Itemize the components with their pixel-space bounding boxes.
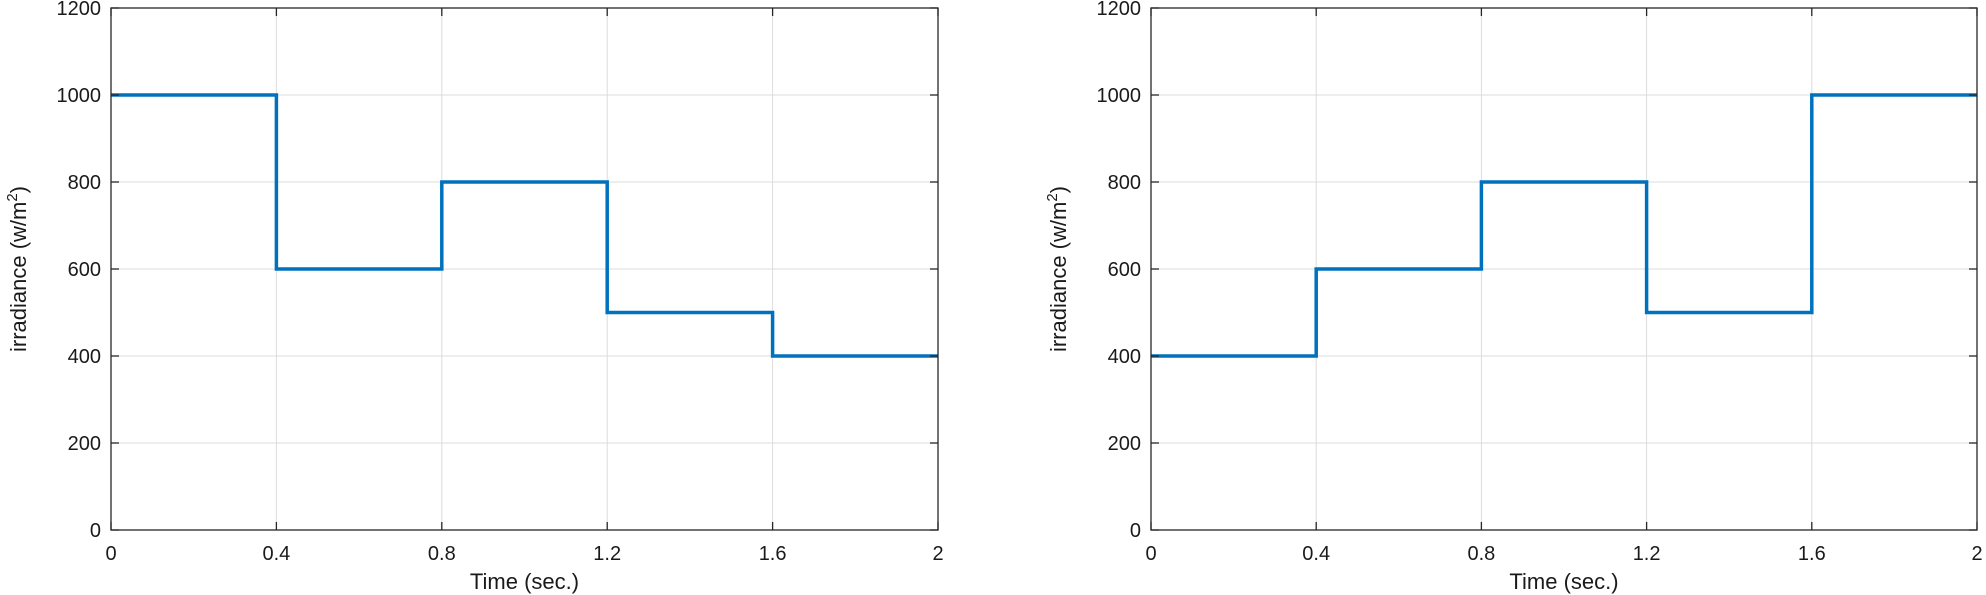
x-tick-label: 0.8 — [428, 543, 456, 565]
y-tick-label: 200 — [68, 433, 101, 455]
y-axis-label-superscript: 2 — [4, 193, 21, 201]
y-axis-label-close: ) — [6, 186, 31, 193]
y-tick-label: 800 — [68, 172, 101, 194]
y-tick-label: 1200 — [1097, 0, 1142, 20]
y-tick-label: 200 — [1108, 433, 1141, 455]
y-tick-label: 0 — [1130, 520, 1141, 542]
y-axis-label: irradiance (w/m2) — [4, 186, 31, 352]
x-tick-label: 1.6 — [759, 543, 787, 565]
x-axis-label: Time (sec.) — [470, 569, 579, 594]
y-tick-label: 400 — [68, 346, 101, 368]
y-tick-label: 1000 — [1097, 85, 1142, 107]
y-tick-label: 1200 — [57, 0, 102, 20]
chart-left: 0 0.4 0.8 1.2 1.6 2 0 200 400 600 800 1000 1200 Time … — [4, 0, 944, 594]
y-axis-label-text: irradiance (w/m — [6, 202, 31, 352]
x-tick-label: 0.4 — [1302, 543, 1330, 565]
irradiance-series-line — [1151, 93, 1977, 358]
y-tick-label: 800 — [1108, 172, 1141, 194]
irradiance-series-line — [111, 93, 938, 358]
x-tick-label: 0.4 — [262, 543, 290, 565]
x-tick-label: 2 — [1971, 543, 1982, 565]
y-axis-label-text: irradiance (w/m — [1046, 202, 1071, 352]
x-tick-label: 1.2 — [1633, 543, 1661, 565]
y-tick-label: 400 — [1108, 346, 1141, 368]
y-axis-label-close: ) — [1046, 186, 1071, 193]
x-tick-label: 0 — [105, 543, 116, 565]
chart-right: 0 0.4 0.8 1.2 1.6 2 0 200 400 600 800 1000 1200 Time … — [1044, 0, 1983, 594]
x-tick-label: 1.6 — [1798, 543, 1826, 565]
x-tick-label: 0.8 — [1467, 543, 1495, 565]
y-tick-label: 0 — [90, 520, 101, 542]
x-tick-label: 0 — [1145, 543, 1156, 565]
y-axis-label-superscript: 2 — [1044, 193, 1061, 201]
y-tick-label: 1000 — [57, 85, 102, 107]
x-tick-label: 1.2 — [593, 543, 621, 565]
x-tick-label: 2 — [932, 543, 943, 565]
x-axis-label: Time (sec.) — [1509, 569, 1618, 594]
y-tick-label: 600 — [1108, 259, 1141, 281]
y-axis-label: irradiance (w/m2) — [1044, 186, 1071, 352]
y-tick-label: 600 — [68, 259, 101, 281]
